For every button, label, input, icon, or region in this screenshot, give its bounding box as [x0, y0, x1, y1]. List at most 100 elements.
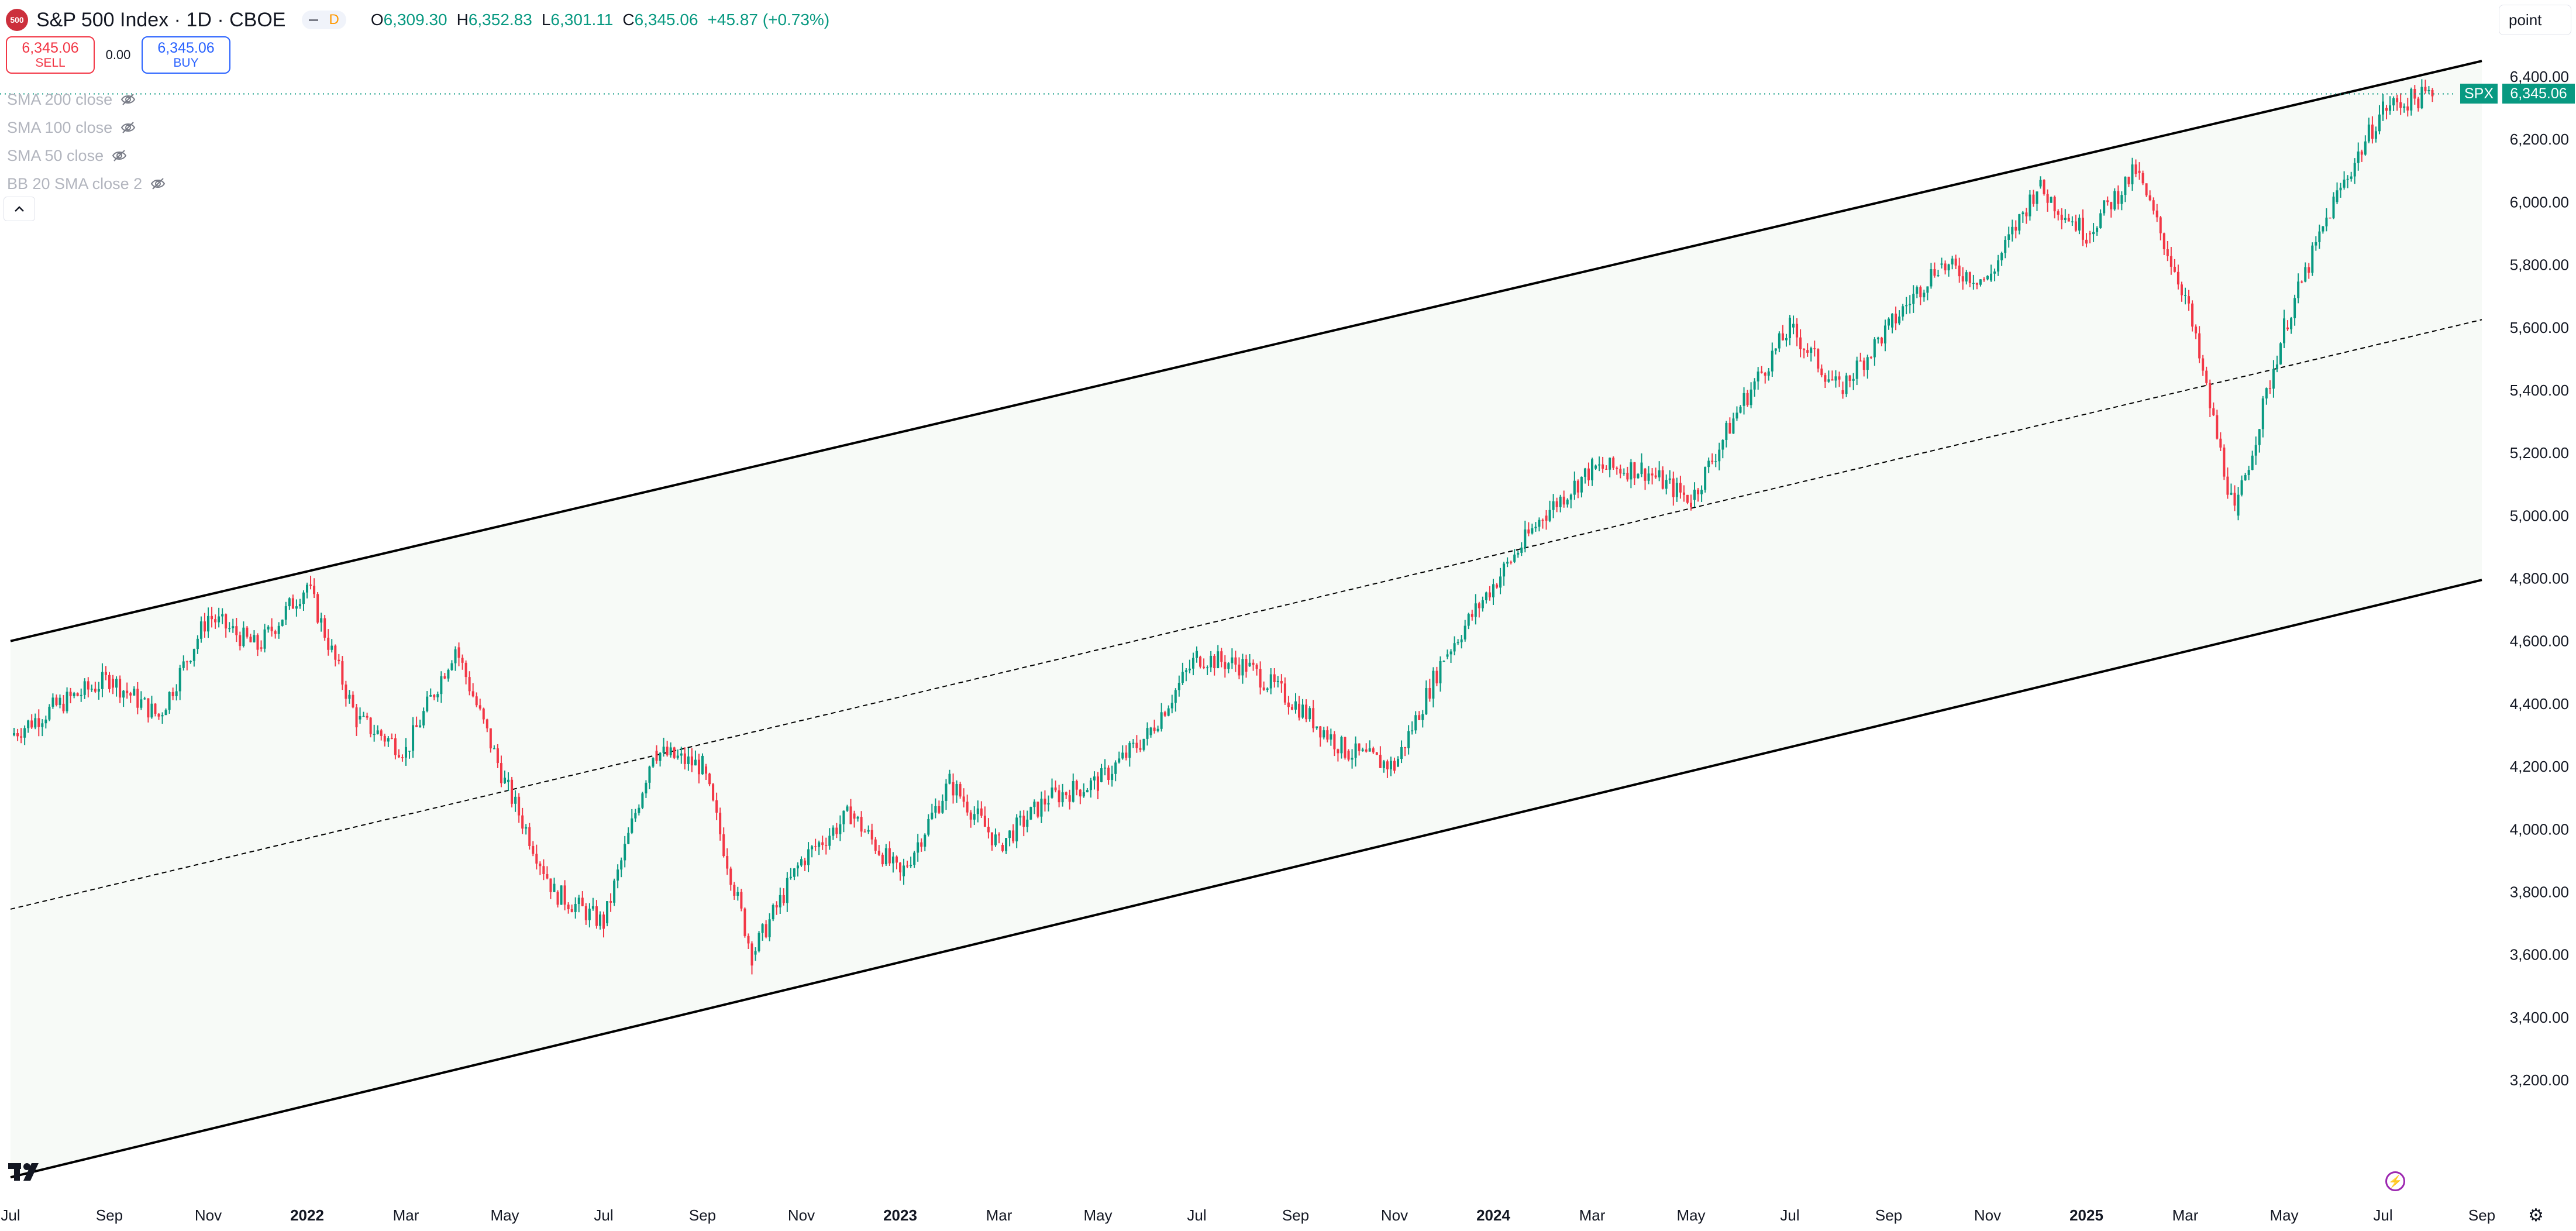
indicator-sma-100[interactable]: SMA 100 close: [7, 114, 166, 142]
candle-body: [518, 796, 521, 816]
candle: [1107, 765, 1110, 785]
candle: [952, 773, 955, 804]
candle-body: [1633, 462, 1636, 479]
candle-body: [1930, 269, 1933, 287]
lightning-icon[interactable]: ⚡: [2385, 1171, 2405, 1191]
candle-body: [2202, 358, 2205, 371]
indicator-sma-50[interactable]: SMA 50 close: [7, 142, 166, 170]
candle-body: [1104, 768, 1107, 769]
candle-body: [147, 698, 150, 718]
candle-body: [676, 755, 679, 758]
candle: [352, 691, 354, 709]
candle: [1375, 752, 1378, 755]
price-mode-button[interactable]: point: [2499, 5, 2571, 35]
candle: [2223, 444, 2226, 480]
candle: [2346, 175, 2349, 188]
candle: [1997, 255, 2000, 276]
sell-button[interactable]: 6,345.06 SELL: [6, 36, 95, 74]
candle: [1644, 467, 1647, 490]
interval-badge[interactable]: D: [302, 11, 346, 29]
time-tick-label: Sep: [1875, 1206, 1902, 1224]
candle: [1100, 764, 1103, 783]
candle: [2427, 86, 2430, 94]
candle-body: [66, 692, 68, 711]
gear-icon[interactable]: ⚙: [2528, 1206, 2544, 1225]
collapse-legend-button[interactable]: [4, 197, 35, 221]
candle-body: [2096, 228, 2099, 232]
candle: [2350, 171, 2353, 182]
candle: [891, 852, 894, 873]
candle-body: [1817, 349, 1820, 369]
candle: [1054, 780, 1057, 793]
candle: [1114, 760, 1117, 782]
candle: [1008, 830, 1011, 847]
candle: [772, 903, 774, 921]
candle-body: [1965, 272, 1968, 282]
indicator-sma-200[interactable]: SMA 200 close: [7, 85, 166, 114]
candle-body: [1707, 460, 1710, 467]
eye-off-icon[interactable]: [120, 120, 136, 135]
candle: [1072, 773, 1075, 803]
candle-body: [2431, 90, 2434, 97]
candle: [44, 716, 47, 729]
candle: [30, 714, 33, 729]
candle-body: [2325, 217, 2328, 226]
candle-body: [793, 868, 795, 877]
candle: [2205, 366, 2208, 386]
candle-body: [828, 835, 831, 846]
candle: [2043, 179, 2045, 196]
candle: [1245, 654, 1248, 678]
tradingview-logo-icon[interactable]: [8, 1162, 46, 1182]
candle-body: [1598, 464, 1601, 466]
candle: [1481, 596, 1484, 612]
candle-body: [2099, 213, 2102, 228]
candle-body: [1213, 655, 1216, 669]
candle-body: [638, 807, 640, 813]
candle: [504, 771, 506, 784]
eye-off-icon[interactable]: [120, 92, 136, 107]
candle-body: [150, 703, 153, 718]
candle: [1559, 494, 1562, 513]
candle-body: [1919, 287, 1922, 298]
candle-body: [634, 813, 637, 819]
eye-off-icon[interactable]: [112, 148, 127, 163]
candle: [1714, 453, 1717, 467]
eye-off-icon[interactable]: [150, 176, 166, 191]
candle: [281, 619, 284, 627]
candle: [164, 708, 167, 716]
candle: [390, 733, 393, 740]
candle: [1382, 759, 1385, 773]
candle-body: [980, 808, 983, 816]
candle: [1937, 270, 1940, 277]
candle-body: [1583, 468, 1586, 477]
candle-body: [1015, 817, 1018, 842]
candle-body: [1647, 473, 1650, 481]
candle-body: [2127, 177, 2130, 185]
candle-body: [1347, 751, 1350, 760]
buy-button[interactable]: 6,345.06 BUY: [142, 36, 230, 74]
candle-body: [2011, 226, 2014, 235]
candle: [1386, 759, 1389, 778]
candle-body: [1220, 651, 1223, 662]
candle: [471, 683, 474, 697]
candle: [2226, 467, 2229, 499]
symbol-title[interactable]: S&P 500 Index · 1D · CBOE: [36, 8, 286, 31]
candle: [1690, 494, 1692, 511]
candle: [1513, 549, 1516, 563]
candle-body: [419, 725, 422, 727]
candle: [1467, 613, 1470, 630]
candle-body: [1961, 276, 1964, 282]
candle: [528, 823, 531, 850]
indicator-bb-20[interactable]: BB 20 SMA close 2: [7, 170, 166, 198]
candle: [2166, 240, 2169, 262]
candle-body: [1439, 661, 1442, 683]
candle: [1605, 465, 1608, 470]
candle: [2120, 191, 2123, 211]
candle: [884, 844, 887, 866]
candle-body: [461, 658, 464, 663]
candle: [1746, 390, 1749, 407]
candle-body: [1824, 375, 1827, 382]
candle-body: [1827, 379, 1830, 382]
candle: [1058, 785, 1060, 807]
